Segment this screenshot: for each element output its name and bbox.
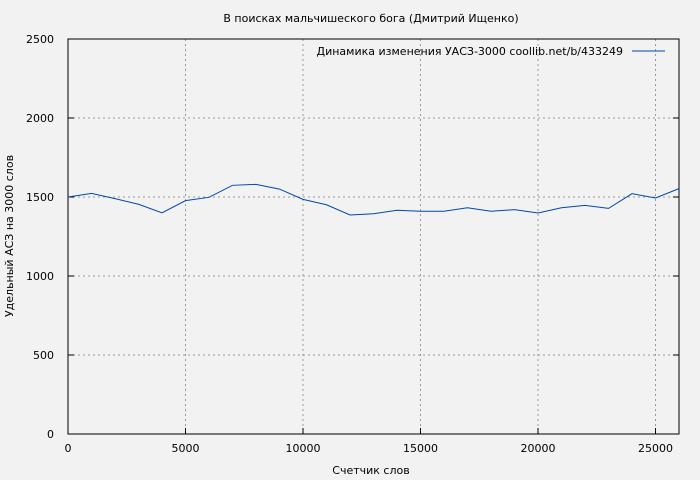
x-tick-label: 25000	[638, 442, 673, 455]
x-tick-label: 20000	[521, 442, 556, 455]
plot-border	[67, 38, 680, 435]
y-tick-label: 500	[33, 349, 54, 362]
x-tick-label: 10000	[286, 442, 321, 455]
ticks: 0 5000 10000 15000 20000 25000 0 500 1000 1500 200…	[26, 33, 679, 455]
y-axis-label: Удельный АСЗ на 3000 слов	[3, 155, 16, 317]
y-tick-label: 2000	[26, 112, 54, 125]
series-line	[67, 183, 680, 216]
x-tick-label: 15000	[403, 442, 438, 455]
grid	[68, 39, 679, 434]
y-tick-label: 0	[47, 428, 54, 441]
y-tick-label: 1500	[26, 191, 54, 204]
y-tick-label: 2500	[26, 33, 54, 46]
x-tick-label: 5000	[172, 442, 200, 455]
chart-title: В поисках мальчишеского бога (Дмитрий Ищ…	[223, 12, 518, 25]
x-tick-label: 0	[65, 442, 72, 455]
legend-label: Динамика изменения УАСЗ-3000 coollib.net…	[317, 45, 624, 58]
y-tick-label: 1000	[26, 270, 54, 283]
x-axis-label: Счетчик слов	[332, 464, 409, 477]
